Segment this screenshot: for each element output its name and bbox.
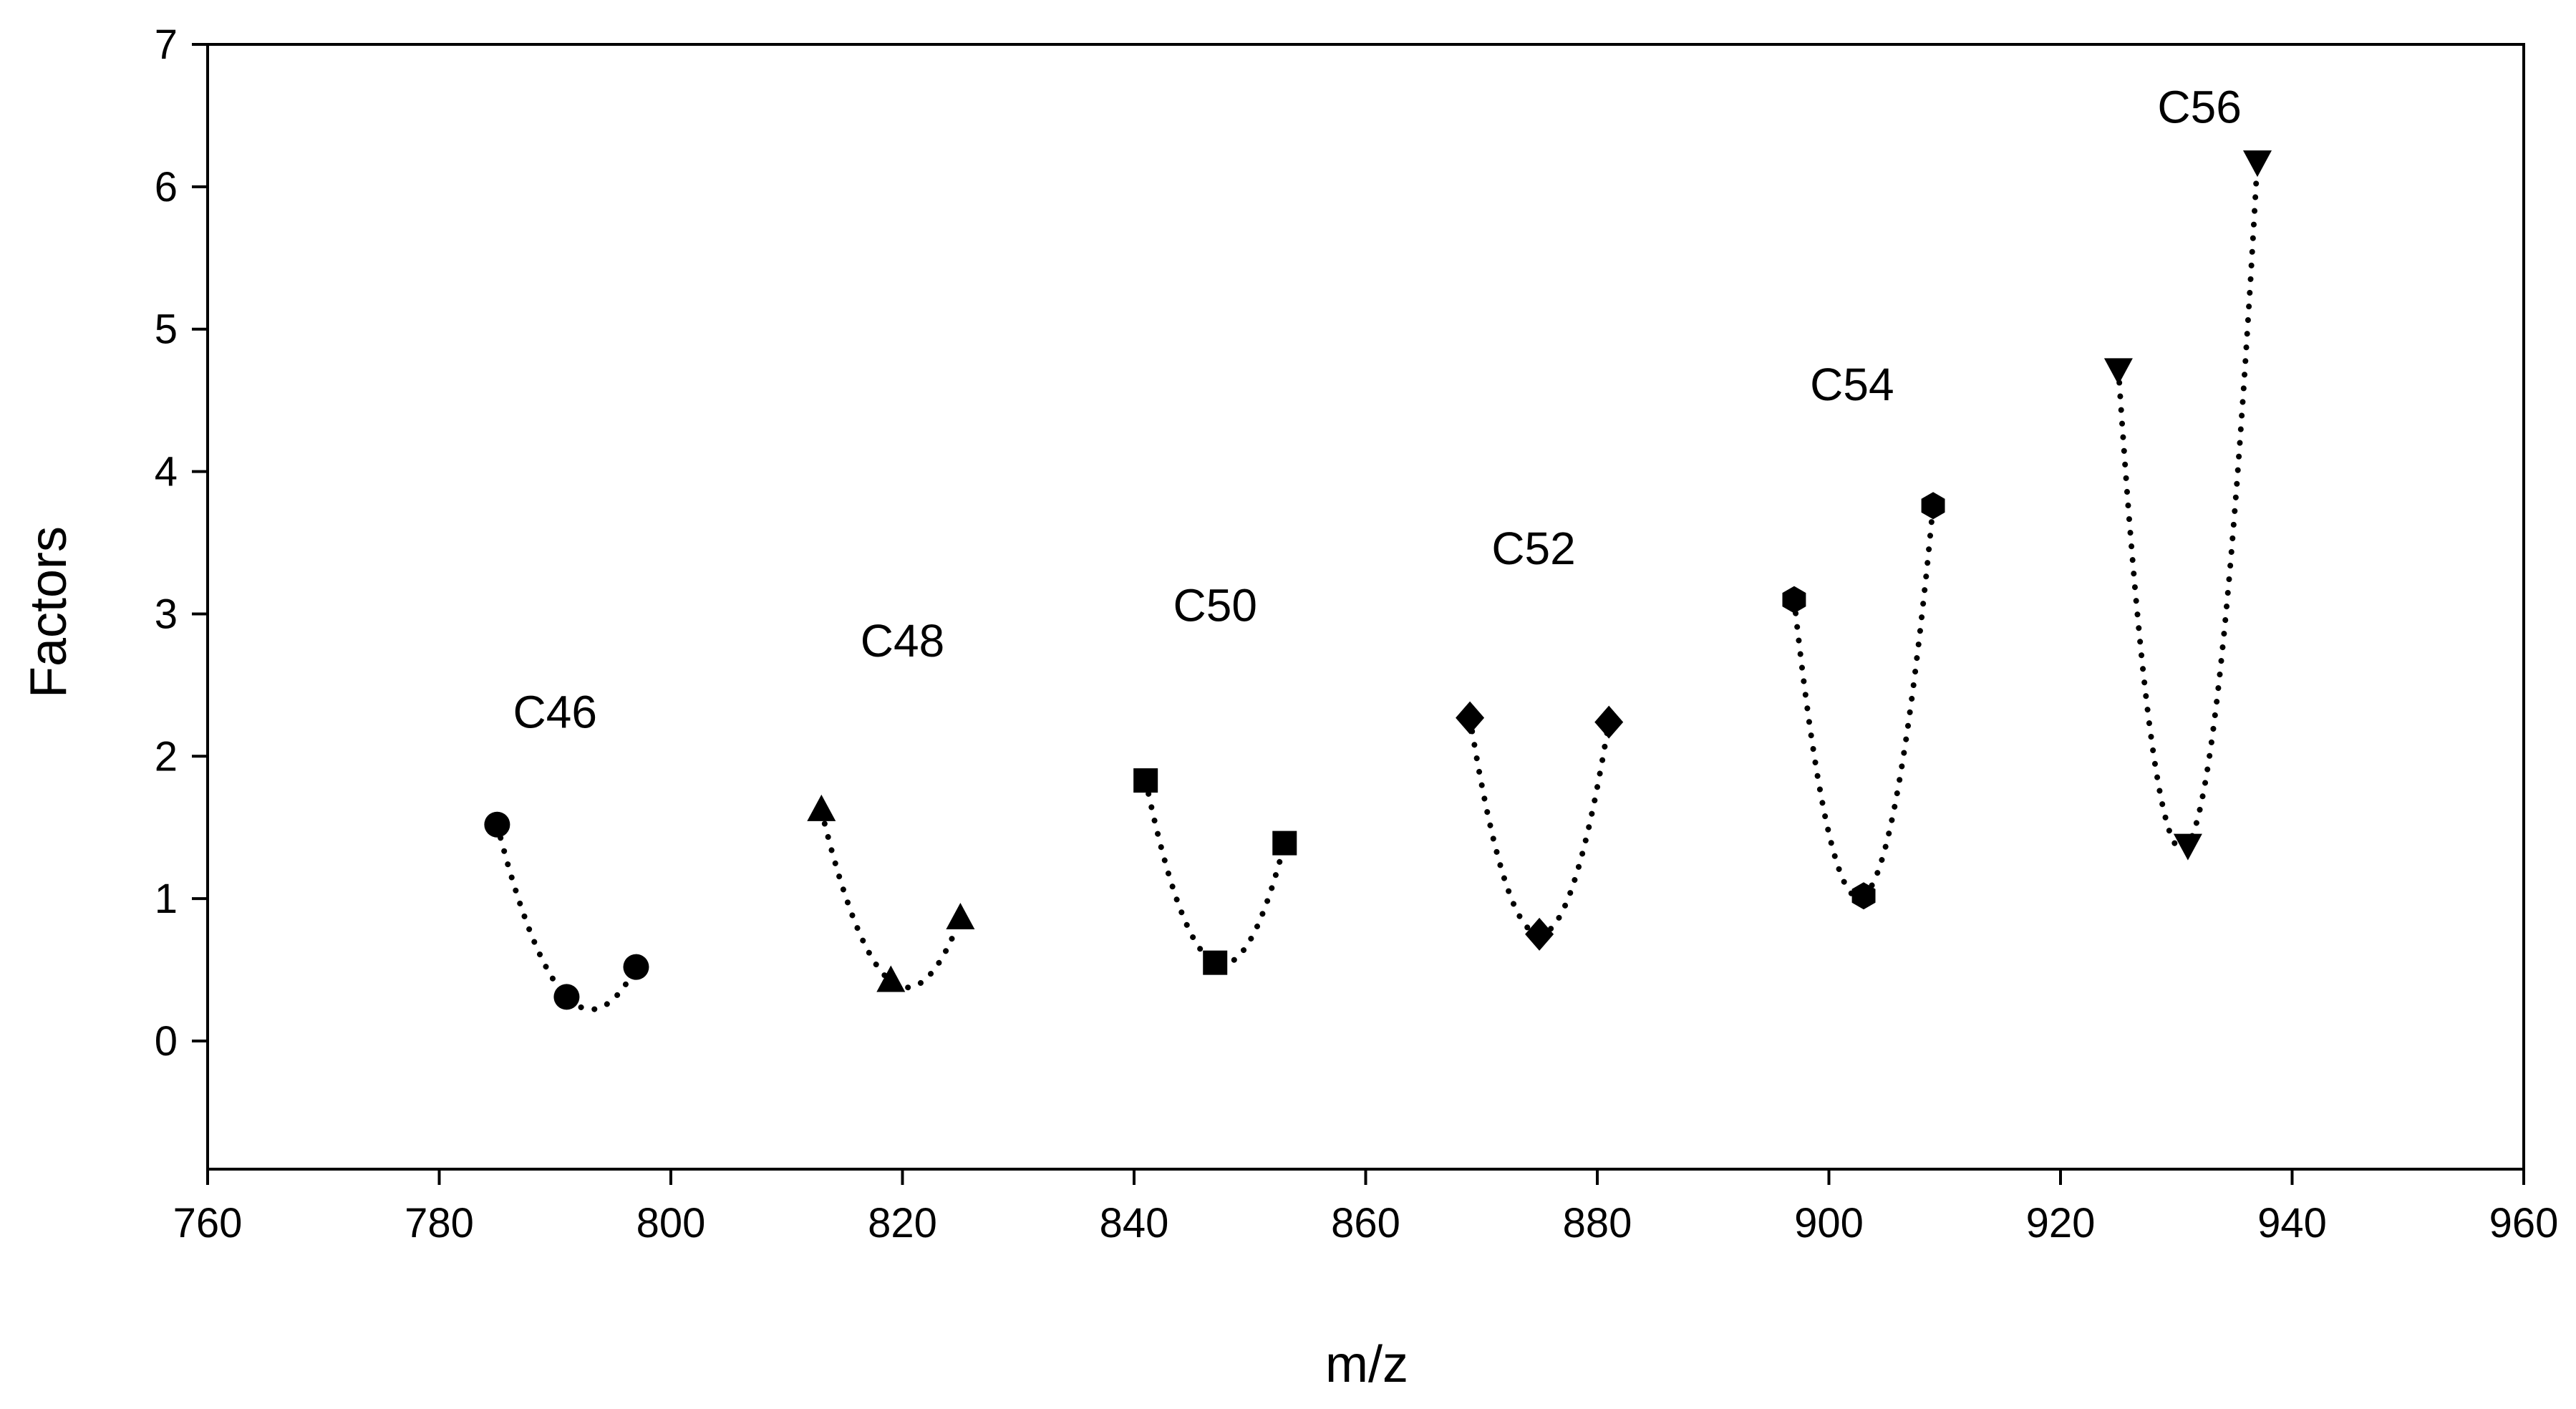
data-point-c56: [2103, 358, 2133, 385]
x-tick-label: 880: [1563, 1200, 1632, 1246]
x-tick-label: 820: [868, 1200, 937, 1246]
y-tick-label: 6: [155, 164, 178, 210]
y-tick-label: 2: [155, 733, 178, 780]
data-point-c52: [1525, 917, 1554, 951]
data-point-c50: [1272, 831, 1297, 856]
x-tick-label: 840: [1100, 1200, 1169, 1246]
data-point-c48: [876, 965, 906, 992]
y-tick-label: 4: [155, 449, 178, 495]
series-label-c50: C50: [1173, 579, 1257, 631]
data-point-c46: [553, 984, 580, 1010]
y-axis-ticks: 0 1 2 3 4 5 6 7: [155, 21, 208, 1065]
y-tick-label: 1: [155, 876, 178, 922]
x-axis-title: m/z: [1325, 1336, 1408, 1393]
y-axis-title: Factors: [20, 526, 77, 698]
x-tick-label: 860: [1331, 1200, 1400, 1246]
y-tick-label: 5: [155, 306, 178, 353]
data-point-c54: [1921, 492, 1945, 520]
x-tick-label: 900: [1794, 1200, 1864, 1246]
x-tick-label: 800: [636, 1200, 706, 1246]
data-point-c52: [1594, 705, 1624, 739]
series-label-c48: C48: [861, 615, 944, 667]
series-label-c56: C56: [2157, 81, 2241, 132]
data-point-c54: [1782, 586, 1806, 614]
x-tick-label: 760: [173, 1200, 243, 1246]
data-markers: [484, 150, 2272, 1010]
x-tick-label: 960: [2489, 1200, 2559, 1246]
series-label-c46: C46: [513, 687, 597, 738]
y-tick-label: 3: [155, 591, 178, 637]
data-point-c50: [1133, 768, 1158, 793]
data-point-c56: [2243, 150, 2272, 178]
data-point-c48: [807, 794, 836, 821]
y-tick-label: 0: [155, 1018, 178, 1065]
x-axis-ticks: 760 780 800 820 840 860 880 900 920 940 960: [173, 1169, 2559, 1246]
fit-curve-c50: [1143, 778, 1288, 967]
fit-curve-c54: [1791, 503, 1937, 901]
x-tick-label: 780: [405, 1200, 474, 1246]
data-point-c50: [1203, 950, 1228, 975]
data-point-c54: [1851, 882, 1876, 910]
fit-curve-c52: [1467, 715, 1612, 937]
data-point-c48: [946, 903, 975, 929]
data-point-c46: [623, 954, 649, 980]
fit-curve-c56: [2115, 158, 2260, 853]
fit-curves: [494, 158, 2260, 1012]
data-point-c56: [2173, 833, 2202, 861]
series-label-c54: C54: [1810, 359, 1894, 410]
fit-curve-c48: [818, 807, 964, 991]
series-labels: C46 C48 C50 C52 C54 C56: [513, 81, 2242, 737]
x-tick-label: 920: [2026, 1200, 2096, 1246]
y-tick-label: 7: [155, 21, 178, 68]
data-point-c46: [484, 811, 510, 838]
fit-curve-c46: [494, 821, 639, 1012]
x-tick-label: 940: [2257, 1200, 2327, 1246]
data-point-c52: [1456, 701, 1485, 735]
series-label-c52: C52: [1491, 523, 1575, 574]
